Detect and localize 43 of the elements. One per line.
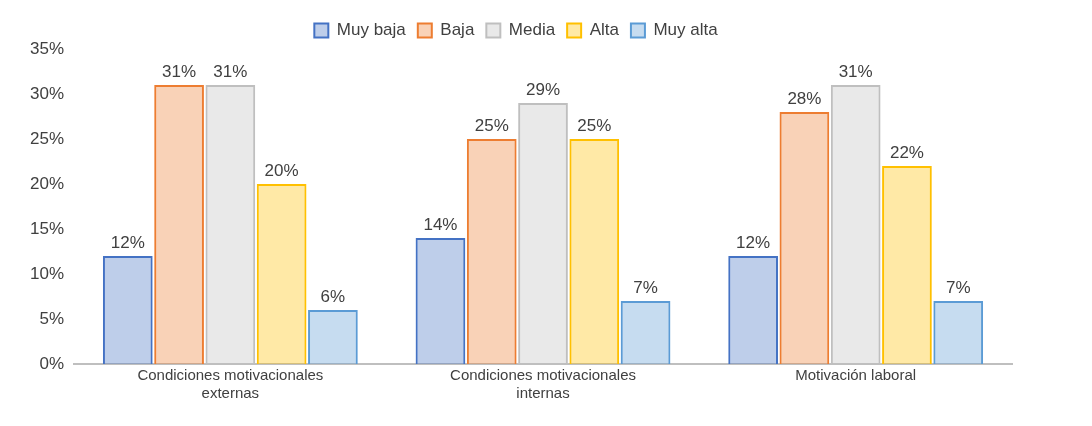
y-tick-label: 10% [29,263,65,283]
data-label: 28% [787,89,822,109]
data-label: 6% [320,287,346,307]
y-tick-label: 5% [39,308,65,328]
data-label: 7% [633,278,658,298]
data-label: 31% [162,62,197,82]
legend-label: Muy baja [336,20,407,40]
y-tick-label: 25% [29,128,65,148]
y-tick-label: 30% [29,83,65,103]
x-tick-label: Condiciones motivacionales externas [137,366,324,402]
bar [569,139,620,364]
y-tick-label: 15% [29,218,65,238]
bar [102,256,153,364]
legend-label: Baja [440,20,475,40]
y-tick-label: 35% [29,38,65,58]
data-label: 25% [577,116,612,136]
bar [933,301,984,364]
legend-label: Muy alta [653,20,719,40]
data-label: 31% [213,62,248,82]
x-tick-label: Condiciones motivacionales internas [450,366,636,402]
bar [308,310,358,364]
legend-label: Alta [589,20,620,40]
data-label: 22% [889,143,924,163]
y-tick-label: 20% [29,173,65,193]
y-tick-label: 0% [39,353,65,373]
data-label: 29% [526,80,561,100]
bar [779,112,830,364]
bar [882,166,932,364]
data-label: 20% [264,161,299,181]
data-label: 12% [736,233,771,253]
legend-label: Media [508,20,556,40]
bar [415,238,466,364]
bar [256,184,307,364]
x-tick-label: Motivación laboral [795,366,917,384]
data-label: 14% [423,215,458,235]
bar [154,85,204,364]
bar [728,256,778,364]
bar [620,301,671,364]
data-label: 25% [474,116,509,136]
data-label: 31% [838,62,873,82]
bar [466,139,517,364]
data-label: 12% [110,233,145,253]
data-label: 7% [945,278,971,298]
